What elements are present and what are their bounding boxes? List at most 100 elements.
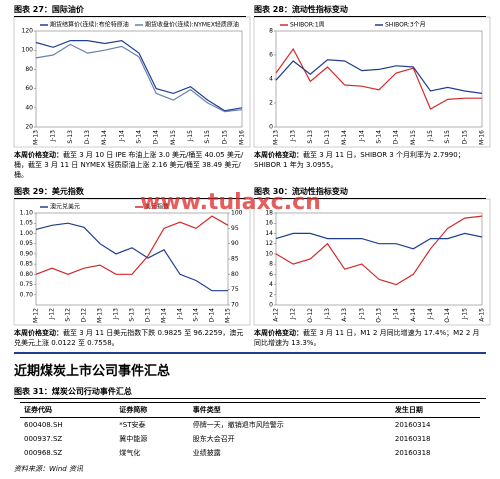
table-cell: 000968.SZ	[24, 449, 63, 457]
note-text: 截至 3 月 11 日，M1 2 月同比增速为 17.4%；M2 2 月同比增速…	[254, 329, 480, 347]
series-line	[275, 232, 483, 250]
x-tick-label: D-15	[221, 130, 228, 145]
y-tick-label: 0	[269, 302, 273, 309]
x-tick-label: A-15	[479, 308, 486, 322]
chart-frame	[253, 198, 491, 326]
watermark: www.tulaxc.cn	[140, 190, 321, 215]
table-header: 证券代码 证券简称 事件类型 发生日期	[20, 402, 480, 418]
x-tick-label: S-13	[67, 130, 74, 144]
y-tick-label: 1.10	[20, 210, 34, 217]
header-cell: 事件类型	[188, 402, 391, 418]
note-label: 本周价格变动：	[254, 151, 303, 159]
x-tick-label: J-13	[113, 308, 120, 321]
table-cell: *ST安泰	[119, 421, 146, 429]
note-text: 截至 3 月 10 日 IPE 布油上涨 3.0 美元/桶至 40.05 美元/…	[14, 151, 244, 179]
note-label: 本周价格变动：	[14, 329, 63, 337]
y-tick-label: 20	[25, 124, 33, 131]
legend-label: 期货结算价(连续):布伦特原油	[50, 21, 129, 29]
figure-title: 图表 27：国际油价	[14, 4, 246, 17]
chart-frame	[253, 16, 491, 148]
x-tick-label: S-14	[193, 308, 200, 322]
table-cell: 600408.SH	[24, 421, 63, 429]
x-tick-label: O-13	[376, 308, 383, 323]
y-tick-label: 1.00	[20, 230, 34, 237]
y-tick-label: 14	[265, 230, 273, 237]
x-tick-label: J-15	[461, 308, 468, 321]
y-tick-label: 120	[22, 28, 34, 35]
table-row: 000937.SZ 冀中能源 股东大会召开 20160318	[20, 432, 480, 446]
x-tick-label: M-15	[410, 130, 417, 145]
x-tick-label: M-15	[170, 130, 177, 145]
legend-label: 澳元兑美元	[50, 203, 80, 211]
note-label: 本周价格变动：	[254, 329, 303, 337]
x-tick-label: S-15	[444, 130, 451, 144]
x-tick-label: S-13	[307, 130, 314, 144]
y-tick-label: 0.95	[20, 240, 34, 247]
series-line	[35, 43, 243, 113]
y-tick-label: 18	[265, 210, 273, 217]
x-tick-label: J-13	[324, 308, 331, 321]
chart-frame	[13, 198, 251, 326]
y2-tick-label: 80	[231, 271, 239, 278]
x-tick-label: M-13	[97, 308, 104, 323]
y-tick-label: 0.80	[20, 271, 34, 278]
plot-area	[35, 30, 243, 128]
figure-note: 本周价格变动：截至 3 月 10 日 IPE 布油上涨 3.0 美元/桶至 40…	[14, 150, 246, 180]
x-tick-label: O-14	[444, 308, 451, 323]
y-tick-label: 8	[269, 261, 273, 268]
table-cell: 停牌一天，撤销退市风险警示	[192, 421, 284, 429]
x-tick-label: D-12	[81, 308, 88, 323]
y2-tick-label: 100	[231, 210, 243, 217]
x-tick-label: D-14	[209, 308, 216, 323]
y-tick-label: 80	[25, 66, 33, 73]
x-tick-label: J-13	[358, 308, 365, 321]
x-tick-label: J-14	[393, 308, 400, 321]
table-row: 600408.SH *ST安泰 停牌一天，撤销退市风险警示 20160314	[20, 418, 480, 433]
y-tick-label: 0.70	[20, 291, 34, 298]
x-tick-label: D-13	[324, 130, 331, 145]
y-tick-label: 6	[269, 52, 273, 59]
x-tick-label: D-13	[145, 308, 152, 323]
x-tick-label: D-14	[153, 130, 160, 145]
x-tick-label: M-16	[479, 130, 486, 145]
y-tick-label: 2	[269, 100, 273, 107]
y-tick-label: 4	[269, 281, 273, 288]
legend-label: 期货收盘价(连续):NYMEX轻质原油	[145, 21, 239, 29]
header-cell: 发生日期	[390, 402, 480, 418]
y-tick-label: 2	[269, 291, 273, 298]
y-tick-label: 8	[269, 28, 273, 35]
y-tick-label: 0.75	[20, 281, 34, 288]
x-tick-label: M-13	[33, 130, 40, 145]
y-tick-label: 6	[269, 271, 273, 278]
event-table: 证券代码 证券简称 事件类型 发生日期 600408.SH *ST安泰 停牌一天，撤销退市…	[20, 402, 480, 460]
x-tick-label: M-12	[33, 308, 40, 323]
y-tick-label: 100	[22, 47, 34, 54]
table-cell: 20160318	[394, 435, 431, 443]
x-tick-label: J-14	[118, 130, 125, 143]
figure-note: 本周价格变动：截至 3 月 11 日，M1 2 月同比增速为 17.4%；M2 …	[254, 328, 486, 348]
series-line	[35, 222, 228, 292]
figure-title: 图表 30：流动性指标变动	[254, 186, 486, 199]
table-cell: 股东大会召开	[192, 435, 235, 443]
header-cell: 证券简称	[115, 402, 189, 418]
x-tick-label: J-12	[290, 308, 297, 321]
plot-area	[275, 212, 483, 306]
x-tick-label: S-15	[204, 130, 211, 144]
x-tick-label: S-12	[65, 308, 72, 322]
y-tick-label: 40	[25, 104, 33, 111]
x-tick-label: M-14	[161, 308, 168, 323]
note-text: 截至 3 月 11 日美元指数下跌 0.9825 至 96.2259，澳元兑美元…	[14, 329, 244, 347]
x-tick-label: M-14	[101, 130, 108, 145]
chart-frame	[13, 16, 251, 148]
y-tick-label: 0.90	[20, 250, 34, 257]
x-tick-label: D-15	[461, 130, 468, 145]
x-tick-label: M-14	[341, 130, 348, 145]
table-cell: 业绩披露	[192, 449, 221, 457]
y-tick-label: 10	[265, 250, 273, 257]
y-tick-label: 16	[265, 220, 273, 227]
x-tick-label: D-13	[84, 130, 91, 145]
table-row: 000968.SZ 煤气化 业绩披露 20160318	[20, 446, 480, 460]
x-tick-label: J-15	[427, 130, 434, 143]
note-text: 截至 3 月 11 日，SHIBOR 3 个月利率为 2.7990；SHIBOR…	[254, 151, 465, 169]
